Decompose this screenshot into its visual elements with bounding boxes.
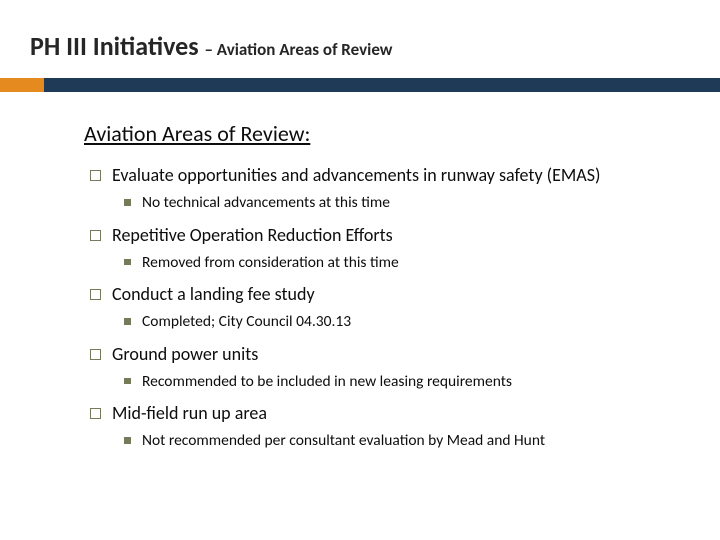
list-item-text: Conduct a landing fee study <box>112 283 315 305</box>
divider-accent-segment <box>0 78 44 92</box>
list-subitem-text: No technical advancements at this time <box>142 193 390 212</box>
level2-list: Removed from consideration at this time <box>112 251 680 274</box>
list-item: Evaluate opportunities and advancements … <box>84 163 680 215</box>
title-main: PH III Initiatives <box>30 30 205 62</box>
list-subitem: No technical advancements at this time <box>112 191 680 214</box>
list-item-text: Ground power units <box>112 343 258 365</box>
list-subitem-text: Recommended to be included in new leasin… <box>142 372 512 391</box>
list-subitem: Recommended to be included in new leasin… <box>112 370 680 393</box>
section-heading: Aviation Areas of Review: <box>84 120 680 147</box>
list-item: Mid-field run up area Not recommended pe… <box>84 401 680 453</box>
divider-dark-segment <box>0 78 720 92</box>
level2-list: No technical advancements at this time <box>112 191 680 214</box>
slide-title-region: PH III Initiatives – Aviation Areas of R… <box>0 0 720 70</box>
level2-list: Not recommended per consultant evaluatio… <box>112 429 680 452</box>
list-item-text: Evaluate opportunities and advancements … <box>112 164 600 186</box>
list-item: Conduct a landing fee study Completed; C… <box>84 282 680 334</box>
level1-list: Evaluate opportunities and advancements … <box>84 163 680 453</box>
list-item-text: Repetitive Operation Reduction Efforts <box>112 224 393 246</box>
content-region: Aviation Areas of Review: Evaluate oppor… <box>0 92 720 453</box>
list-item: Ground power units Recommended to be inc… <box>84 342 680 394</box>
list-subitem: Removed from consideration at this time <box>112 251 680 274</box>
list-subitem-text: Not recommended per consultant evaluatio… <box>142 431 545 450</box>
level2-list: Completed; City Council 04.30.13 <box>112 310 680 333</box>
list-subitem: Not recommended per consultant evaluatio… <box>112 429 680 452</box>
list-subitem: Completed; City Council 04.30.13 <box>112 310 680 333</box>
title-divider <box>0 78 720 92</box>
title-sub: – Aviation Areas of Review <box>205 39 393 60</box>
list-item: Repetitive Operation Reduction Efforts R… <box>84 223 680 275</box>
level2-list: Recommended to be included in new leasin… <box>112 370 680 393</box>
list-subitem-text: Completed; City Council 04.30.13 <box>142 312 351 331</box>
list-subitem-text: Removed from consideration at this time <box>142 253 399 272</box>
list-item-text: Mid-field run up area <box>112 402 267 424</box>
